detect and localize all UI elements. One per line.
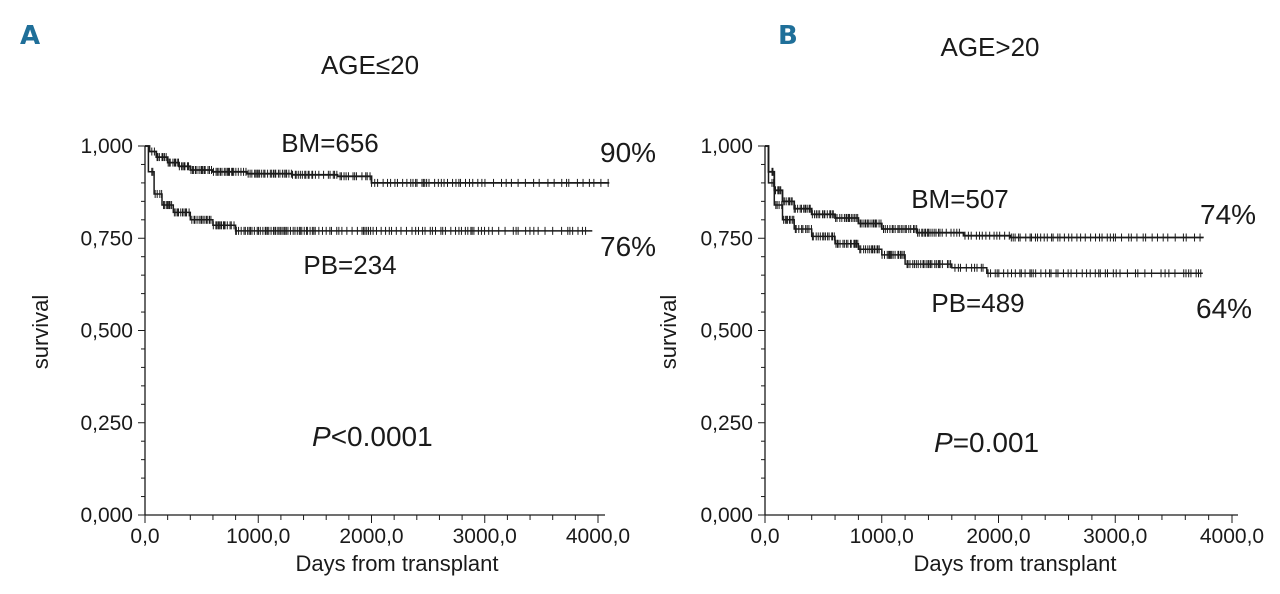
panel-b-pb-curve bbox=[765, 145, 1203, 275]
panel-letter-a: A bbox=[20, 21, 40, 51]
panel-b-x-tick-label: 4000,0 bbox=[1200, 525, 1264, 548]
panel-b-y-ticks: 0,000 0,250 0,500 0,750 1,000 bbox=[700, 135, 765, 527]
panel-b-x-ticks: 0,0 1000,0 2000,0 3000,0 4000,0 bbox=[750, 515, 1264, 548]
panel-b-y-tick-label: 0,750 bbox=[700, 227, 753, 250]
panel-a-y-tick-label: 0,000 bbox=[80, 504, 133, 527]
panel-a-y-ticks: 0,000 0,250 0,500 0,750 1,000 bbox=[80, 135, 145, 527]
panel-b: B AGE>20 0,000 0,250 0,500 0,750 1,000 0,0 10… bbox=[656, 21, 1264, 576]
panel-a-pb-curve bbox=[145, 145, 593, 232]
panel-a-x-tick-label: 0,0 bbox=[130, 525, 159, 548]
panel-a-bm-label: BM=656 bbox=[281, 128, 379, 158]
panel-b-curves bbox=[765, 145, 1204, 278]
panel-a-bm-percent: 90% bbox=[600, 137, 656, 168]
panel-b-p-text: =0.001 bbox=[953, 427, 1039, 458]
panel-b-pb-label: PB=489 bbox=[931, 288, 1024, 318]
panel-b-p-letter: P bbox=[934, 427, 953, 458]
panel-a-y-tick-label: 0,750 bbox=[80, 227, 133, 250]
panel-b-bm-label: BM=507 bbox=[911, 184, 1009, 214]
panel-a-x-tick-label: 3000,0 bbox=[453, 525, 517, 548]
panel-b-y-tick-label: 0,000 bbox=[700, 504, 753, 527]
panel-letter-b: B bbox=[778, 21, 798, 51]
panel-b-x-tick-label: 1000,0 bbox=[850, 525, 914, 548]
panel-a-pb-label: PB=234 bbox=[303, 250, 396, 280]
panel-a-x-ticks: 0,0 1000,0 2000,0 3000,0 4000,0 bbox=[130, 515, 630, 548]
panel-b-y-tick-label: 0,500 bbox=[700, 320, 753, 343]
panel-a-y-tick-label: 0,250 bbox=[80, 412, 133, 435]
panel-b-y-tick-label: 1,000 bbox=[700, 135, 753, 158]
panel-b-y-tick-label: 0,250 bbox=[700, 412, 753, 435]
panel-a: A AGE≤20 0,000 0,250 0,500 0,750 1,000 0,0 10… bbox=[20, 21, 656, 576]
panel-a-x-axis-title: Days from transplant bbox=[296, 551, 499, 576]
panel-b-x-tick-label: 2000,0 bbox=[966, 525, 1030, 548]
panel-b-x-tick-label: 3000,0 bbox=[1083, 525, 1147, 548]
panel-a-x-tick-label: 1000,0 bbox=[226, 525, 290, 548]
panel-a-p-value: P<0.0001 bbox=[312, 421, 433, 452]
panel-a-y-tick-label: 0,500 bbox=[80, 320, 133, 343]
panel-a-x-tick-label: 2000,0 bbox=[339, 525, 403, 548]
panel-a-title: AGE≤20 bbox=[321, 50, 419, 80]
panel-b-pb-percent: 64% bbox=[1196, 293, 1252, 324]
panel-a-pb-percent: 76% bbox=[600, 231, 656, 262]
panel-a-y-tick-label: 1,000 bbox=[80, 135, 133, 158]
panel-b-x-axis-title: Days from transplant bbox=[914, 551, 1117, 576]
panel-a-p-letter: P bbox=[312, 421, 331, 452]
panel-b-p-value: P=0.001 bbox=[934, 427, 1039, 458]
panel-b-title: AGE>20 bbox=[940, 32, 1039, 62]
panel-b-bm-percent: 74% bbox=[1200, 199, 1256, 230]
panel-b-y-axis-title: survival bbox=[656, 295, 681, 370]
panel-b-x-tick-label: 0,0 bbox=[750, 525, 779, 548]
panel-a-x-tick-label: 4000,0 bbox=[566, 525, 630, 548]
panel-a-curves bbox=[145, 145, 610, 235]
panel-a-y-axis-title: survival bbox=[28, 295, 53, 370]
panel-a-p-text: <0.0001 bbox=[331, 421, 433, 452]
